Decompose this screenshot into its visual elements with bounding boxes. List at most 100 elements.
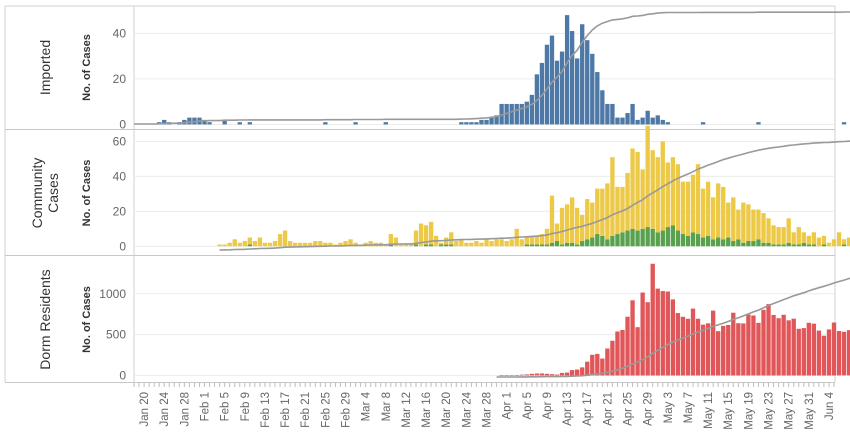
bar: [826, 242, 832, 247]
bar: [731, 312, 736, 376]
x-tick-label: Feb 13: [260, 392, 272, 428]
bar: [630, 300, 635, 376]
x-tick-label: Apr 25: [623, 392, 635, 426]
bar: [529, 244, 535, 247]
bar: [328, 242, 333, 247]
bar: [544, 244, 550, 247]
bar: [655, 232, 660, 247]
bar: [534, 373, 540, 376]
bar: [806, 235, 811, 245]
bar: [272, 241, 278, 247]
bar: [615, 186, 620, 235]
bar: [700, 188, 706, 238]
bar: [710, 197, 716, 240]
bar: [423, 225, 429, 245]
cumulative-line: [134, 11, 850, 125]
bar: [539, 234, 545, 245]
bar: [575, 369, 580, 376]
bar: [826, 329, 832, 376]
bar: [449, 244, 454, 247]
bar: [841, 239, 847, 245]
bar: [585, 239, 590, 247]
bar: [660, 230, 665, 247]
x-tick-label: Feb 1: [200, 392, 212, 421]
bar: [610, 157, 615, 236]
bar: [655, 115, 660, 125]
bar: [348, 239, 353, 247]
bar: [721, 325, 726, 376]
bar: [408, 244, 414, 247]
bar: [771, 225, 776, 245]
bar: [625, 172, 630, 231]
bar: [428, 244, 434, 247]
bar: [454, 241, 459, 247]
bar: [514, 375, 519, 376]
bar: [600, 235, 605, 247]
bar: [655, 157, 660, 233]
bar: [524, 237, 529, 245]
bar: [449, 232, 454, 245]
bar: [605, 348, 610, 376]
bar: [716, 237, 721, 247]
y-axis-title: No. of Cases: [81, 34, 93, 101]
bar: [700, 237, 706, 247]
bar: [705, 181, 711, 236]
bar: [705, 323, 711, 376]
bar: [645, 125, 650, 228]
bar: [630, 103, 635, 125]
y-axis-title: No. of Cases: [81, 286, 93, 353]
x-tick-label: Feb 25: [320, 392, 332, 428]
bar: [610, 235, 615, 247]
bar: [756, 209, 761, 240]
bar: [741, 242, 746, 247]
bar: [580, 241, 585, 247]
bar: [529, 94, 535, 125]
row-title: CommunityCases: [29, 158, 61, 229]
bar: [716, 183, 721, 238]
bar: [534, 235, 540, 245]
bar: [680, 181, 686, 235]
bar: [585, 361, 590, 376]
bar: [610, 103, 615, 125]
bar: [801, 328, 806, 376]
bar: [841, 331, 847, 376]
bar: [237, 242, 242, 247]
x-tick-label: Feb 5: [220, 392, 232, 421]
bar: [615, 117, 620, 125]
bar: [287, 241, 293, 247]
y-tick-label: 60: [113, 134, 127, 148]
bar: [801, 232, 806, 243]
bar: [580, 214, 585, 242]
bar: [187, 117, 192, 125]
bar: [439, 242, 444, 245]
bar: [811, 232, 817, 245]
bar: [650, 117, 655, 125]
bar: [559, 244, 565, 247]
bar: [640, 292, 645, 376]
y-tick-label: 1000: [99, 287, 126, 301]
row-title-line: Community: [29, 158, 45, 229]
bar: [569, 31, 575, 125]
bar: [575, 244, 580, 247]
bar: [554, 374, 560, 376]
bar: [338, 242, 343, 247]
x-tick-label: Apr 21: [602, 392, 614, 426]
x-tick-label: Feb 17: [280, 392, 292, 428]
x-tick-label: Apr 29: [643, 392, 655, 426]
bar: [257, 237, 263, 247]
bar: [776, 318, 781, 376]
bar: [479, 119, 484, 125]
bar: [580, 24, 585, 125]
bar: [766, 218, 771, 243]
bar: [595, 234, 600, 247]
bar: [539, 373, 545, 376]
bar: [544, 373, 550, 376]
row-title-line: Dorm Residents: [37, 269, 53, 369]
bar: [761, 309, 766, 376]
bar: [308, 242, 313, 247]
bar: [700, 122, 706, 125]
y-tick-label: 40: [113, 26, 127, 40]
